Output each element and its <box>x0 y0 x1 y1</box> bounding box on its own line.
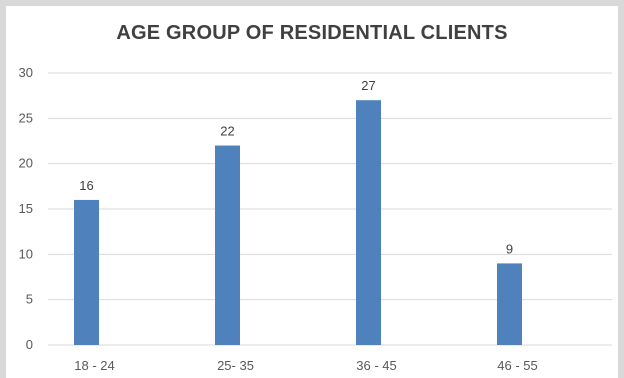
x-tick-label: 36 - 45 <box>356 358 396 373</box>
y-axis-ticks: 0 5 10 15 20 25 30 <box>19 65 33 352</box>
bar <box>74 199 99 345</box>
y-tick-label: 30 <box>19 65 33 80</box>
y-tick-label: 5 <box>26 292 33 307</box>
x-tick-label: 25- 35 <box>217 358 254 373</box>
chart-title: AGE GROUP OF RESIDENTIAL CLIENTS <box>116 22 508 44</box>
y-tick-label: 15 <box>19 201 33 216</box>
data-label: 27 <box>361 78 375 93</box>
data-label: 22 <box>220 124 234 139</box>
bar <box>497 263 522 345</box>
gridlines <box>48 72 612 346</box>
y-tick-label: 10 <box>19 246 33 261</box>
y-tick-label: 20 <box>19 156 33 171</box>
data-labels: 16 22 27 9 <box>79 78 513 256</box>
data-label: 16 <box>79 178 93 193</box>
x-axis-ticks: 18 - 24 25- 35 36 - 45 46 - 55 <box>74 358 537 373</box>
y-tick-label: 0 <box>26 337 33 352</box>
data-label: 9 <box>506 241 513 256</box>
x-tick-label: 46 - 55 <box>497 358 537 373</box>
y-tick-label: 25 <box>19 110 33 125</box>
bar <box>215 145 240 345</box>
bar <box>356 100 381 345</box>
bars <box>74 100 522 345</box>
x-tick-label: 18 - 24 <box>74 358 114 373</box>
